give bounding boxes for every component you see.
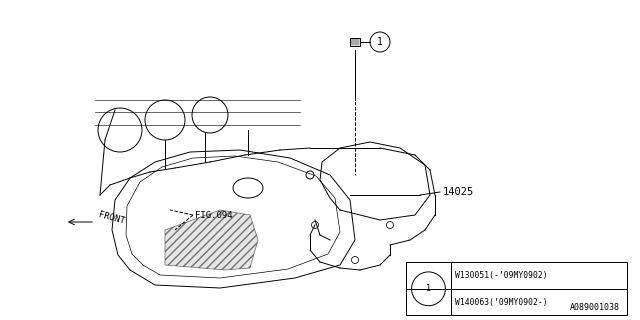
- Text: FIG.094: FIG.094: [195, 211, 232, 220]
- Text: W140063(’09MY0902-): W140063(’09MY0902-): [454, 298, 547, 307]
- Text: 1: 1: [377, 37, 383, 47]
- Bar: [350, 38, 360, 46]
- Polygon shape: [165, 210, 258, 270]
- Bar: [406, 262, 627, 315]
- Text: A089001038: A089001038: [570, 303, 620, 312]
- Text: 1: 1: [426, 284, 431, 293]
- Text: FRONT: FRONT: [97, 210, 125, 226]
- Text: 14025: 14025: [443, 187, 474, 197]
- Text: W130051(-’09MY0902): W130051(-’09MY0902): [454, 271, 547, 280]
